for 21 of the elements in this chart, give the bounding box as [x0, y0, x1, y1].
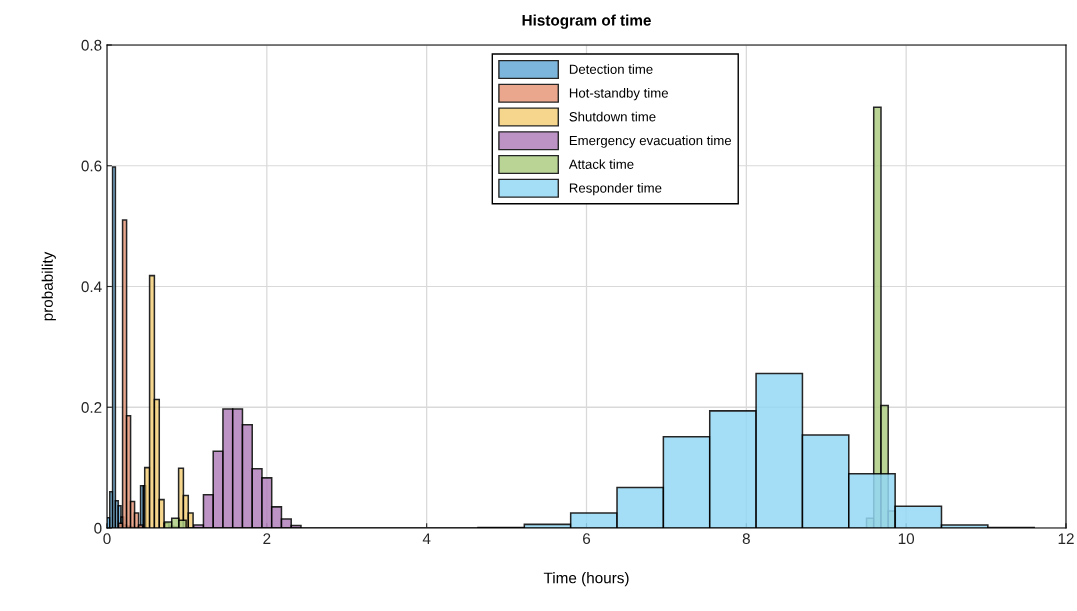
y-tick-label: 0.2	[81, 402, 102, 413]
legend-label: Attack time	[568, 159, 634, 169]
y-tick-label: 0.4	[81, 281, 102, 293]
legend-label: Detection time	[569, 64, 653, 74]
x-tick-label: 12	[1058, 533, 1074, 544]
x-tick-label: 10	[898, 533, 915, 545]
x-tick-label: 2	[263, 533, 271, 544]
y-tick-label: 0	[94, 522, 102, 534]
x-tick-label: 8	[742, 533, 750, 545]
chart-title: Histogram of time	[522, 14, 651, 29]
y-tick-label: 0.8	[81, 39, 102, 51]
x-tick-label: 6	[583, 533, 591, 545]
legend-label: Hot-standby time	[569, 87, 668, 101]
x-tick-label: 4	[422, 533, 431, 544]
y-tick-label: 0.6	[81, 160, 102, 172]
legend-label: Shutdown time	[569, 111, 656, 122]
legend-label: Responder time	[569, 182, 662, 196]
x-axis-title: Time (hours)	[543, 572, 629, 587]
x-tick-label: 0	[103, 533, 111, 545]
legend-label: Emergency evacuation time	[569, 135, 732, 148]
y-axis-title: probability	[41, 251, 56, 321]
